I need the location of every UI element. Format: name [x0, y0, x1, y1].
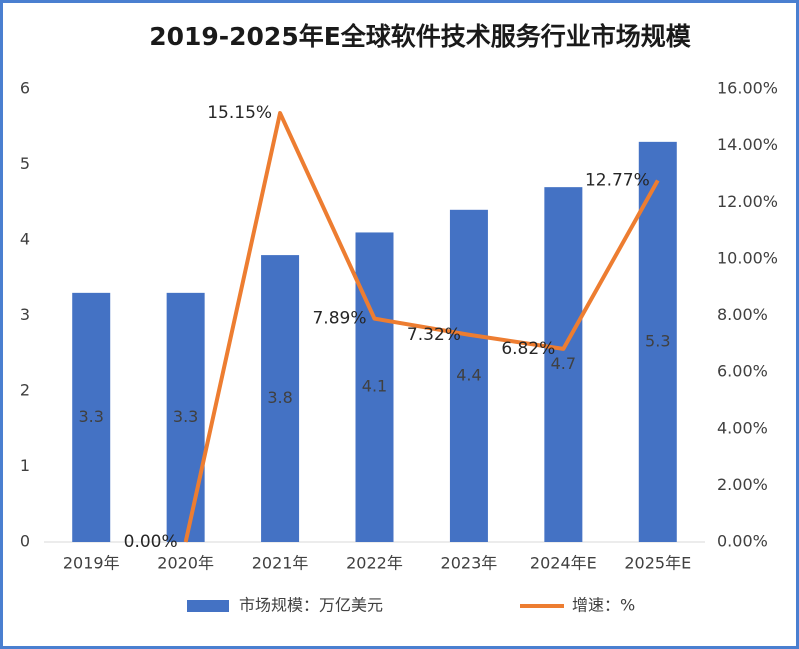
y-tick-label: 6 [20, 79, 30, 98]
bar-value-label: 3.3 [173, 407, 198, 426]
growth-line [183, 111, 660, 543]
y2-tick-label: 2.00% [717, 475, 768, 494]
bar-value-label: 3.8 [267, 388, 292, 407]
bar [449, 209, 488, 543]
legend-swatch [187, 600, 229, 612]
bar-value-label: 4.4 [456, 365, 481, 384]
y-tick-label: 2 [20, 381, 30, 400]
y2-tick-label: 12.00% [717, 192, 778, 211]
line-value-label: 0.00% [124, 532, 178, 552]
line-value-label: 12.77% [585, 170, 650, 190]
line-value-label: 6.82% [501, 339, 555, 359]
y2-tick-label: 6.00% [717, 362, 768, 381]
y2-tick-label: 16.00% [717, 79, 778, 98]
y2-tick-label: 4.00% [717, 418, 768, 437]
y-tick-label: 0 [20, 532, 30, 551]
y-tick-label: 1 [20, 456, 30, 475]
legend-label: 市场规模：万亿美元 [239, 596, 383, 615]
bar [261, 255, 300, 542]
bar-value-label: 4.1 [362, 377, 387, 396]
bar [355, 232, 394, 542]
bar [72, 292, 111, 542]
bar-value-label: 3.3 [78, 407, 103, 426]
y2-tick-label: 10.00% [717, 248, 778, 267]
chart-title: 2019-2025年E全球软件技术服务行业市场规模 [149, 22, 692, 51]
y2-tick-label: 0.00% [717, 532, 768, 551]
line-value-label: 15.15% [207, 103, 272, 123]
line-value-label: 7.89% [312, 309, 366, 329]
x-tick-label: 2022年 [346, 554, 403, 573]
y-tick-label: 3 [20, 305, 30, 324]
x-tick-label: 2025年E [624, 554, 691, 573]
x-tick-label: 2023年 [441, 554, 498, 573]
bar [638, 141, 677, 542]
line-value-label: 7.32% [407, 325, 461, 345]
x-tick-label: 2019年 [63, 554, 120, 573]
legend-label: 增速：% [572, 596, 635, 615]
x-tick-label: 2024年E [530, 554, 597, 573]
y2-tick-label: 8.00% [717, 305, 768, 324]
y-tick-label: 5 [20, 154, 30, 173]
bar [544, 187, 583, 542]
bar-value-label: 5.3 [645, 331, 670, 350]
bar [166, 292, 205, 542]
x-tick-label: 2021年 [252, 554, 309, 573]
y-tick-label: 4 [20, 230, 30, 249]
x-tick-label: 2020年 [157, 554, 214, 573]
y2-tick-label: 14.00% [717, 135, 778, 154]
bar-value-label: 4.7 [551, 354, 576, 373]
